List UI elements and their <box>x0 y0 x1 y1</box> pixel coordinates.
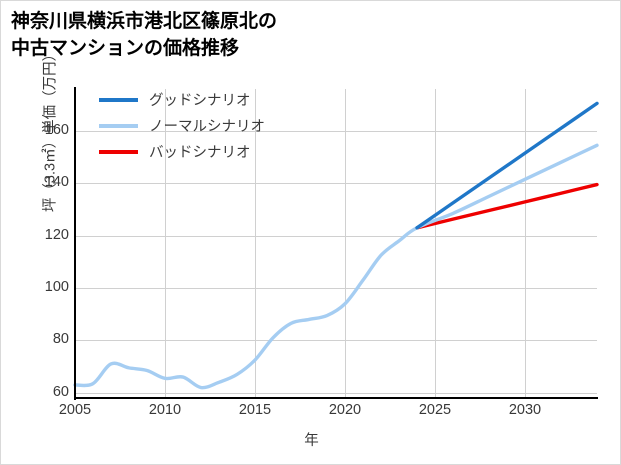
gridline-horizontal <box>75 235 597 237</box>
gridline-vertical <box>165 89 166 398</box>
legend-item-label: バッドシナリオ <box>149 145 251 161</box>
y-tick-label: 100 <box>44 279 69 295</box>
legend-item[interactable]: バッドシナリオ <box>99 143 265 161</box>
gridline-horizontal <box>75 392 597 394</box>
legend-color-swatch <box>99 123 138 128</box>
y-tick-label: 140 <box>44 174 69 191</box>
x-axis-line <box>74 397 598 399</box>
chart-legend: グッドシナリオ ノーマルシナリオ バッドシナリオ <box>99 91 265 161</box>
x-tick-label: 2020 <box>328 402 362 418</box>
x-tick-label: 2030 <box>508 402 542 418</box>
gridline-horizontal <box>75 183 597 185</box>
gridline-horizontal <box>75 288 597 289</box>
y-axis-line <box>74 87 76 400</box>
y-axis-label: 坪（3.3㎡）単価（万円） <box>42 46 59 213</box>
plot-background <box>75 89 597 398</box>
y-tick-label: 80 <box>52 331 69 348</box>
x-tick-label: 2005 <box>58 402 92 418</box>
legend-item-label: ノーマルシナリオ <box>149 119 265 135</box>
gridline-horizontal <box>75 340 597 342</box>
legend-item[interactable]: グッドシナリオ <box>99 91 265 109</box>
gridline-vertical <box>525 89 526 398</box>
legend-item-label: グッドシナリオ <box>149 93 251 109</box>
gridline-vertical <box>255 89 256 398</box>
legend-item[interactable]: ノーマルシナリオ <box>99 117 265 135</box>
x-tick-label: 2015 <box>238 402 272 418</box>
series-line <box>73 143 599 390</box>
chart-title: 神奈川県横浜市港北区篠原北の 中古マンションの価格推移 <box>11 11 278 59</box>
series-line <box>415 182 599 230</box>
y-tick-label: 60 <box>52 383 69 400</box>
series-line <box>415 101 599 230</box>
x-tick-label: 2010 <box>148 402 182 418</box>
gridline-horizontal <box>75 130 597 132</box>
y-tick-label: 120 <box>44 226 69 243</box>
legend-color-swatch <box>99 149 138 154</box>
series-layer <box>73 101 599 390</box>
x-tick-label: 2025 <box>418 402 452 418</box>
x-axis-label: 年 <box>304 433 319 449</box>
legend-color-swatch <box>99 97 138 102</box>
gridline-vertical <box>435 89 436 398</box>
gridline-vertical <box>345 89 346 398</box>
y-tick-label: 160 <box>44 121 69 138</box>
